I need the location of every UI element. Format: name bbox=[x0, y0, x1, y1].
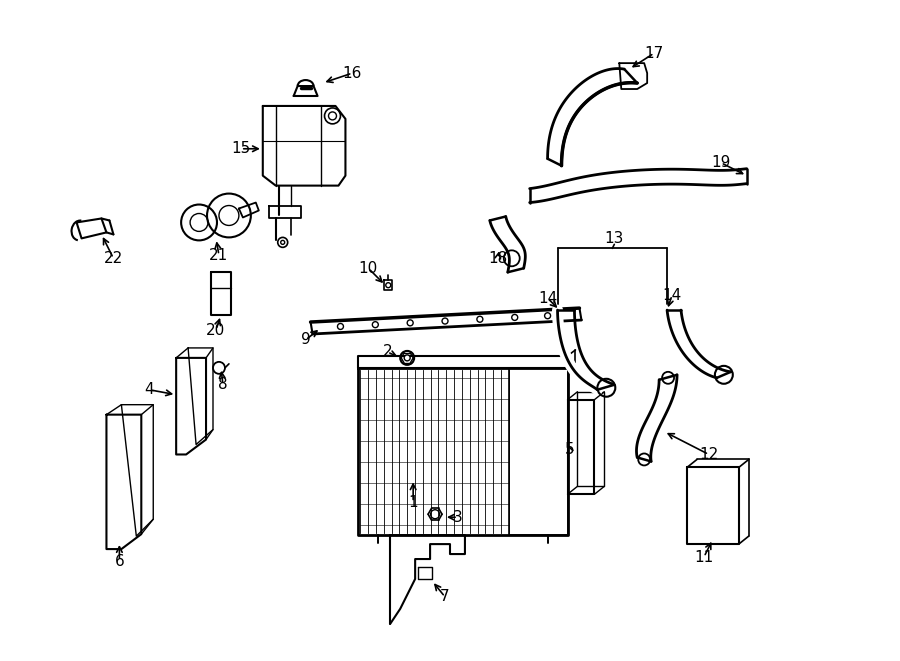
Text: 17: 17 bbox=[644, 46, 664, 61]
Circle shape bbox=[407, 320, 413, 326]
Text: 22: 22 bbox=[104, 251, 123, 266]
Text: 8: 8 bbox=[218, 377, 228, 392]
Text: 7: 7 bbox=[440, 590, 450, 604]
Text: 12: 12 bbox=[699, 447, 718, 462]
Text: 11: 11 bbox=[694, 549, 714, 564]
Text: 14: 14 bbox=[538, 291, 557, 305]
Circle shape bbox=[442, 318, 448, 324]
Text: 1: 1 bbox=[409, 495, 418, 510]
Text: 10: 10 bbox=[359, 260, 378, 276]
Text: 3: 3 bbox=[453, 510, 463, 525]
Text: 4: 4 bbox=[145, 382, 154, 397]
Text: 15: 15 bbox=[231, 141, 250, 156]
Text: 6: 6 bbox=[114, 553, 124, 568]
Text: 20: 20 bbox=[206, 323, 226, 338]
Text: 9: 9 bbox=[301, 332, 310, 348]
Circle shape bbox=[477, 316, 483, 322]
Text: 21: 21 bbox=[210, 248, 229, 263]
Text: 16: 16 bbox=[343, 65, 362, 81]
Text: 2: 2 bbox=[382, 344, 392, 360]
Circle shape bbox=[281, 241, 284, 245]
Text: 14: 14 bbox=[662, 288, 681, 303]
Circle shape bbox=[373, 322, 378, 328]
Text: 18: 18 bbox=[488, 251, 508, 266]
Text: 19: 19 bbox=[711, 155, 731, 171]
Circle shape bbox=[404, 355, 410, 361]
Circle shape bbox=[512, 315, 517, 321]
Circle shape bbox=[338, 323, 344, 329]
Text: 13: 13 bbox=[605, 231, 624, 246]
Text: 5: 5 bbox=[564, 442, 574, 457]
Circle shape bbox=[386, 283, 391, 288]
Circle shape bbox=[544, 313, 551, 319]
